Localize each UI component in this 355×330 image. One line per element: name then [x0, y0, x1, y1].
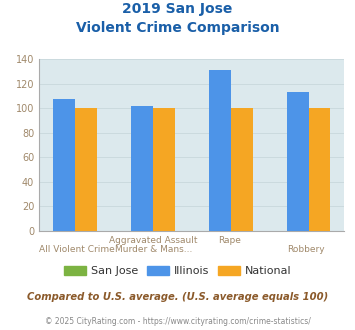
- Bar: [308, 109, 331, 231]
- Text: Compared to U.S. average. (U.S. average equals 100): Compared to U.S. average. (U.S. average …: [27, 292, 328, 302]
- Text: All Violent Crime: All Violent Crime: [39, 245, 115, 254]
- Bar: [131, 106, 153, 231]
- Text: Aggravated Assault: Aggravated Assault: [109, 236, 198, 245]
- Legend: San Jose, Illinois, National: San Jose, Illinois, National: [60, 261, 295, 280]
- Bar: [209, 70, 231, 231]
- Text: Violent Crime Comparison: Violent Crime Comparison: [76, 21, 279, 35]
- Bar: [153, 109, 175, 231]
- Bar: [53, 99, 75, 231]
- Text: Robbery: Robbery: [288, 245, 325, 254]
- Text: Rape: Rape: [218, 236, 241, 245]
- Bar: [231, 109, 252, 231]
- Bar: [287, 92, 308, 231]
- Bar: [75, 109, 97, 231]
- Text: © 2025 CityRating.com - https://www.cityrating.com/crime-statistics/: © 2025 CityRating.com - https://www.city…: [45, 317, 310, 326]
- Text: 2019 San Jose: 2019 San Jose: [122, 2, 233, 16]
- Text: Murder & Mans...: Murder & Mans...: [115, 245, 192, 254]
